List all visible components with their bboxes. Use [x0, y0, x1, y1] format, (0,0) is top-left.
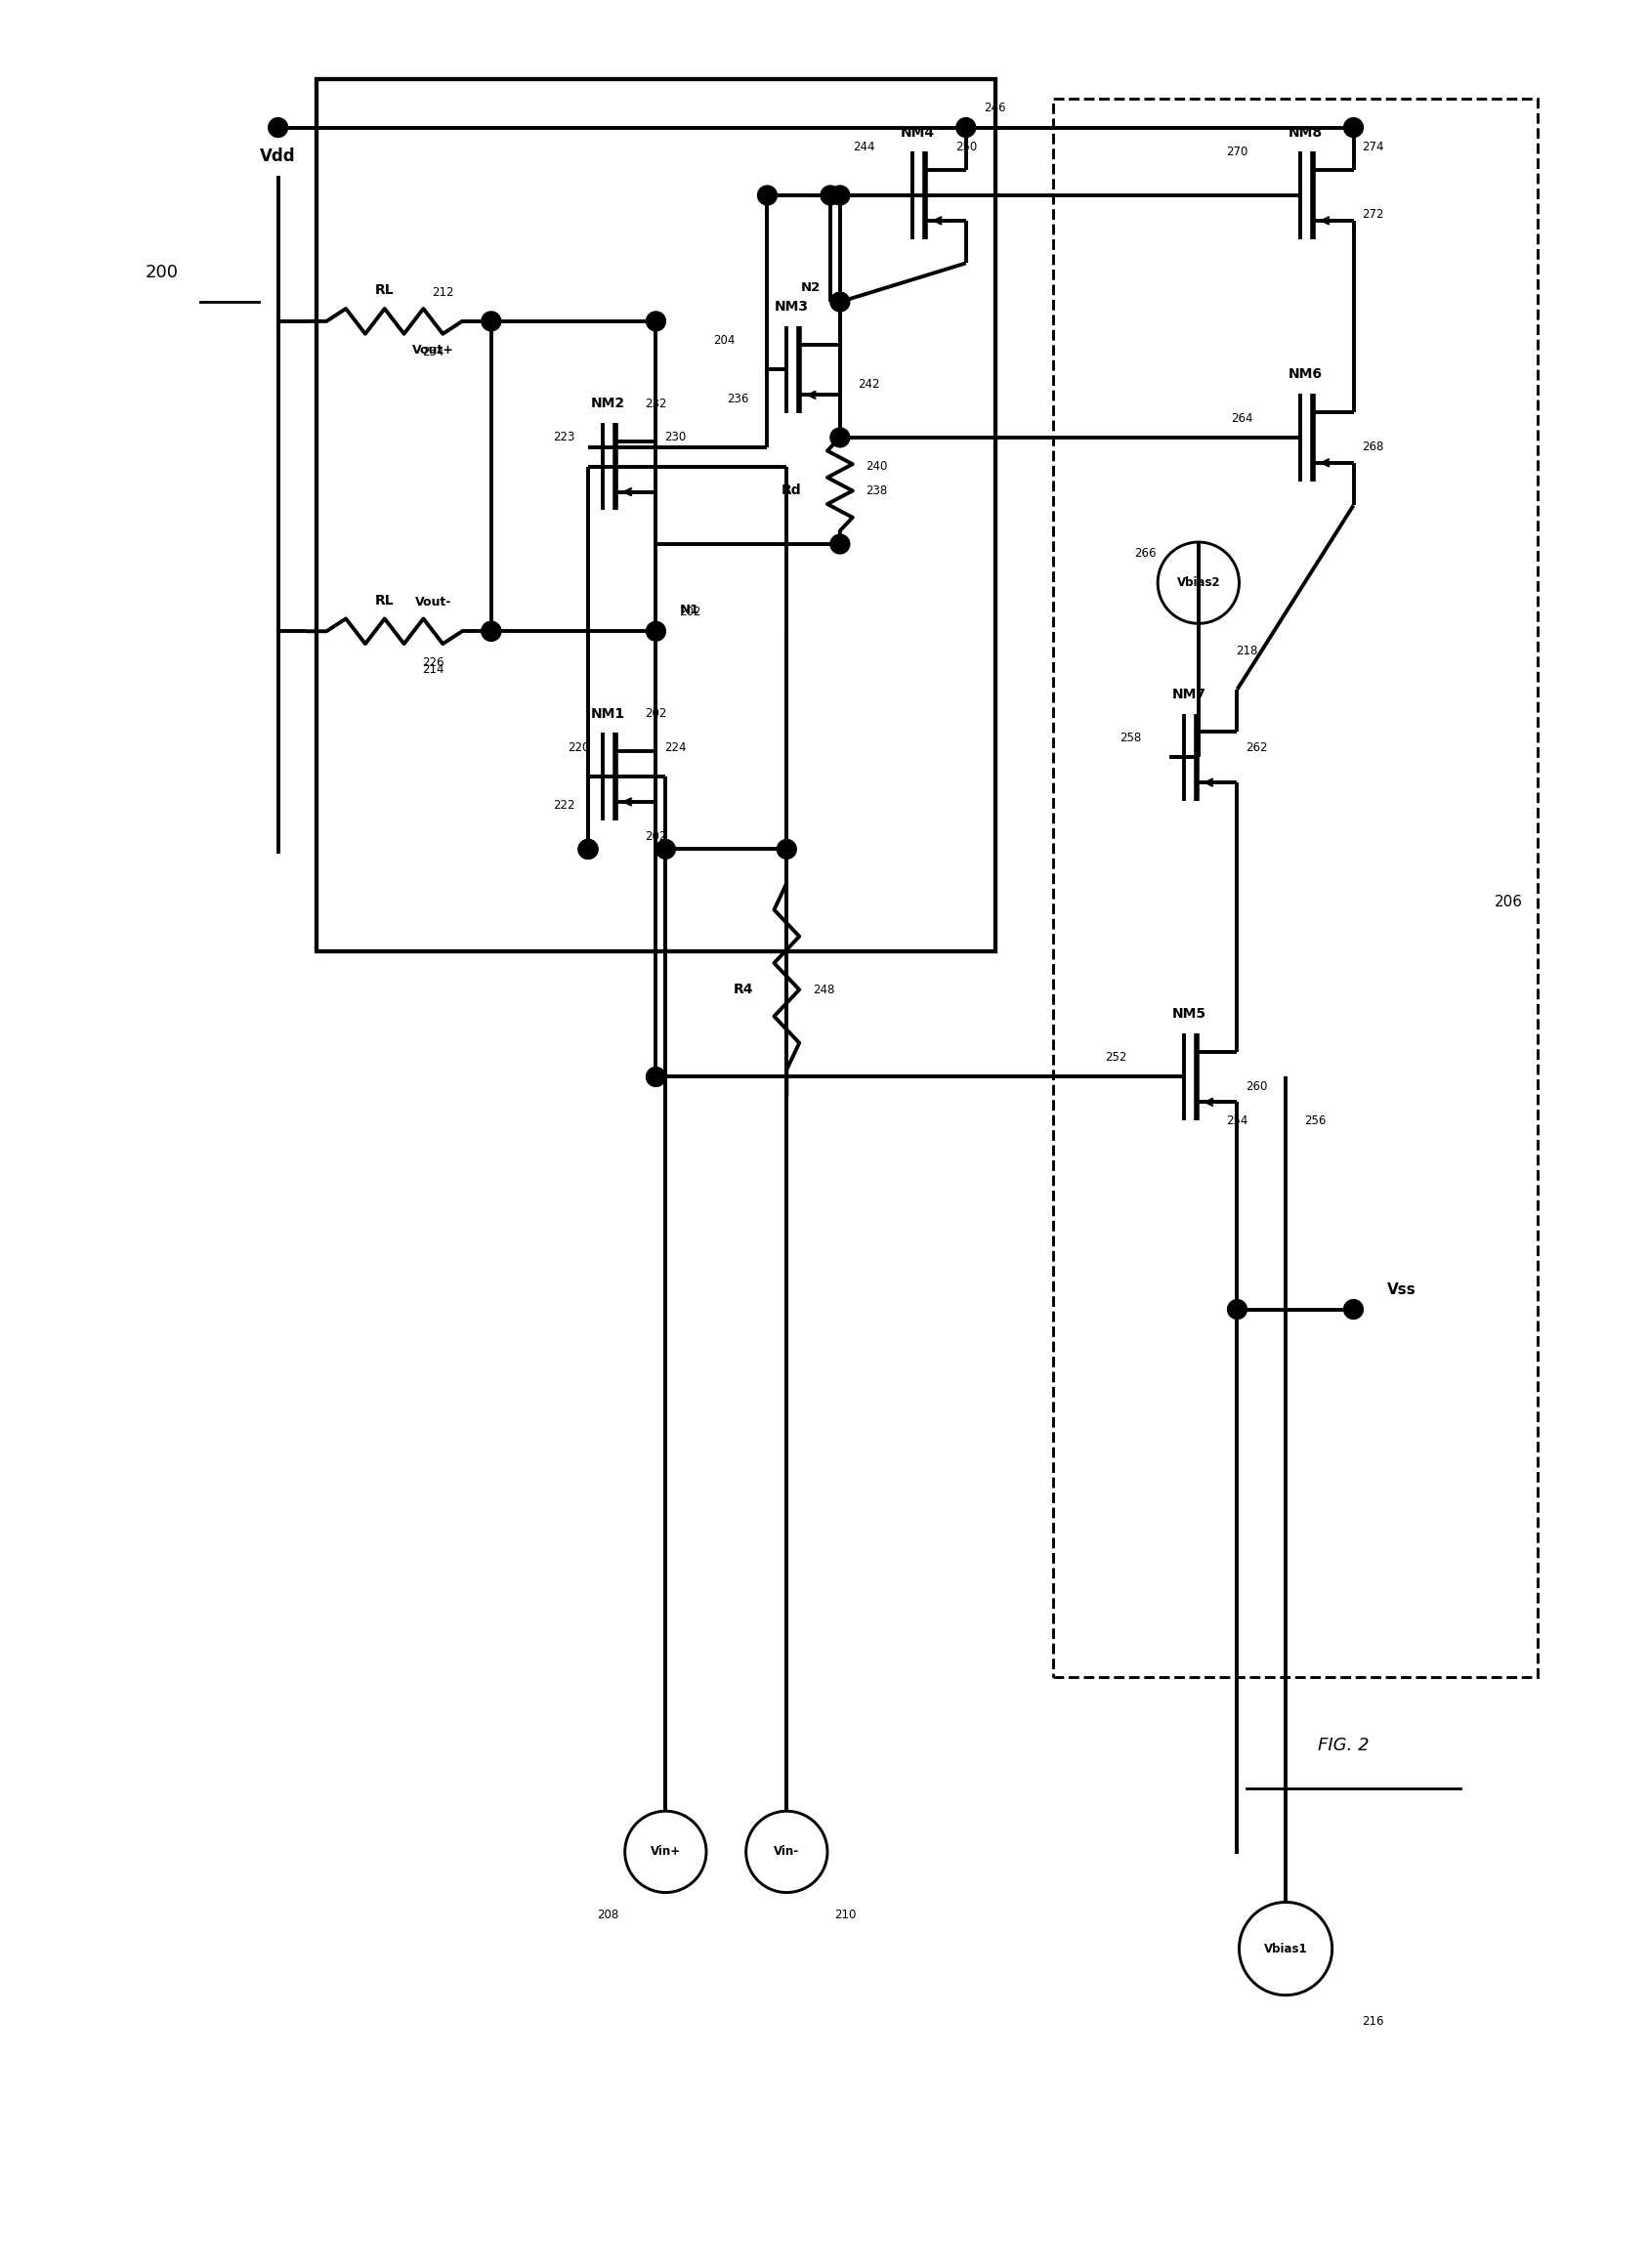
Text: N1: N1: [681, 603, 700, 617]
Text: 223: 223: [554, 431, 575, 445]
Circle shape: [656, 839, 676, 860]
Text: 238: 238: [865, 485, 888, 497]
Text: 236: 236: [727, 392, 750, 406]
Circle shape: [956, 118, 976, 136]
Text: RL: RL: [376, 284, 394, 297]
Text: 252: 252: [1106, 1050, 1127, 1064]
Text: NM4: NM4: [900, 125, 934, 138]
Circle shape: [831, 535, 850, 553]
Text: 250: 250: [956, 141, 977, 154]
Text: Vout-: Vout-: [415, 596, 452, 608]
Bar: [316, 79, 995, 950]
Text: Vin+: Vin+: [651, 1846, 681, 1857]
Circle shape: [821, 186, 840, 204]
Text: NM7: NM7: [1172, 687, 1206, 701]
Circle shape: [578, 839, 598, 860]
Text: 208: 208: [597, 1907, 618, 1921]
Text: FIG. 2: FIG. 2: [1318, 1737, 1369, 1753]
Circle shape: [481, 621, 501, 642]
Text: NM1: NM1: [590, 708, 625, 721]
Text: Vbias1: Vbias1: [1264, 1941, 1307, 1955]
Text: 220: 220: [567, 742, 590, 753]
Text: NM8: NM8: [1287, 125, 1322, 138]
Text: 202: 202: [644, 830, 667, 844]
Text: 258: 258: [1119, 733, 1142, 744]
Text: 256: 256: [1304, 1114, 1325, 1127]
Circle shape: [831, 186, 850, 204]
Text: Rd: Rd: [781, 483, 801, 497]
Text: 218: 218: [1236, 644, 1257, 658]
Text: 248: 248: [812, 984, 834, 996]
Text: 206: 206: [1495, 896, 1523, 909]
Circle shape: [481, 621, 501, 642]
Circle shape: [646, 311, 666, 331]
Text: 210: 210: [834, 1907, 855, 1921]
Text: 270: 270: [1226, 145, 1248, 159]
Text: 272: 272: [1361, 209, 1384, 220]
Circle shape: [831, 429, 850, 447]
Circle shape: [481, 311, 501, 331]
Text: 262: 262: [1246, 742, 1267, 753]
Text: 214: 214: [422, 665, 443, 676]
Text: NM3: NM3: [775, 299, 809, 313]
Text: NM5: NM5: [1172, 1007, 1206, 1021]
Text: 232: 232: [644, 397, 667, 411]
Text: 260: 260: [1246, 1080, 1267, 1093]
Text: 226: 226: [422, 655, 443, 669]
Text: N2: N2: [801, 281, 821, 293]
Circle shape: [1228, 1300, 1248, 1320]
Text: Vin-: Vin-: [775, 1846, 799, 1857]
Text: NM6: NM6: [1289, 367, 1322, 381]
Circle shape: [578, 839, 598, 860]
Circle shape: [646, 621, 666, 642]
Text: 246: 246: [984, 102, 1005, 113]
Text: 268: 268: [1361, 440, 1384, 454]
Text: 254: 254: [1226, 1114, 1248, 1127]
Text: 240: 240: [865, 460, 888, 474]
Text: 202: 202: [644, 708, 667, 719]
Circle shape: [269, 118, 288, 136]
Circle shape: [1343, 118, 1363, 136]
Text: R4: R4: [733, 982, 753, 996]
Text: 212: 212: [432, 286, 453, 299]
Text: Vss: Vss: [1388, 1284, 1416, 1297]
Text: 204: 204: [714, 333, 735, 347]
Text: 244: 244: [854, 141, 875, 154]
Text: Vdd: Vdd: [260, 147, 297, 166]
Circle shape: [776, 839, 796, 860]
Text: 202: 202: [679, 606, 700, 619]
Text: 230: 230: [664, 431, 686, 445]
Text: NM2: NM2: [590, 397, 625, 411]
Circle shape: [646, 1068, 666, 1086]
Text: 266: 266: [1134, 547, 1157, 560]
Circle shape: [1343, 1300, 1363, 1320]
Text: Vout+: Vout+: [412, 345, 453, 356]
Circle shape: [758, 186, 776, 204]
Text: 216: 216: [1361, 2014, 1384, 2028]
Text: 200: 200: [145, 263, 178, 281]
Text: 242: 242: [859, 379, 880, 390]
Bar: [1053, 98, 1538, 1678]
Text: 274: 274: [1361, 141, 1384, 154]
Text: 234: 234: [422, 347, 443, 358]
Text: 222: 222: [552, 798, 575, 812]
Text: 224: 224: [664, 742, 686, 753]
Circle shape: [831, 293, 850, 311]
Text: Vbias2: Vbias2: [1177, 576, 1220, 590]
Text: RL: RL: [376, 594, 394, 608]
Text: 264: 264: [1231, 413, 1252, 424]
